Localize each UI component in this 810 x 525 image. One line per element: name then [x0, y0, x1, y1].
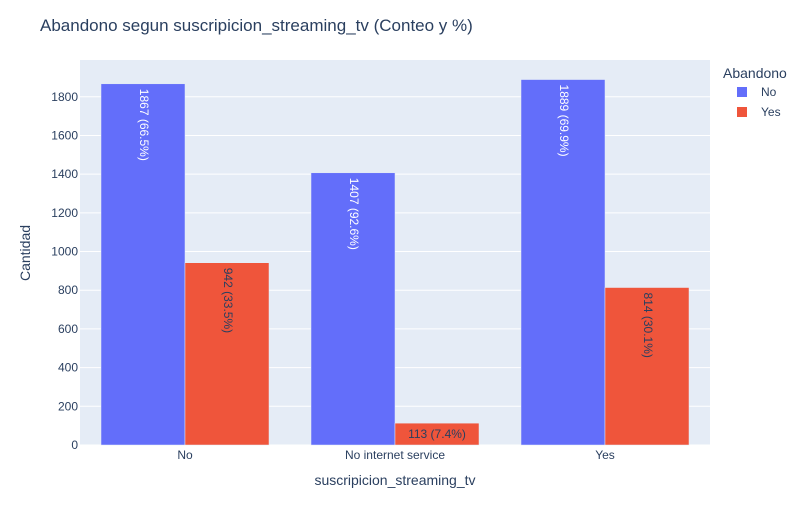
y-tick-label: 1800: [51, 90, 78, 104]
bar-no-3[interactable]: [520, 79, 606, 446]
data-label: 942 (33.5%): [221, 268, 235, 333]
bar-yes-1[interactable]: [184, 262, 270, 446]
y-tick-label: 1000: [51, 245, 78, 259]
y-tick-label: 600: [58, 322, 78, 336]
data-label: 1867 (66.5%): [137, 89, 151, 161]
data-label: 113 (7.4%): [408, 427, 466, 441]
y-tick-label: 0: [71, 438, 78, 452]
data-label: 814 (30.1%): [641, 293, 655, 358]
x-tick-label: No: [177, 448, 193, 462]
x-tick-label: No internet service: [345, 448, 445, 462]
bar-yes-2[interactable]: [394, 422, 480, 446]
legend-title: Abandono: [723, 65, 787, 81]
bar-no-1[interactable]: [100, 83, 186, 446]
y-tick-label: 200: [58, 399, 78, 413]
y-tick-label: 400: [58, 361, 78, 375]
bars: 1867 (66.5%) 942 (33.5%) 1407 (92.6%) 113 (…: [100, 79, 690, 446]
y-axis-ticks: 0 200 400 600 800 1000 1200 1400 1600 1800: [51, 90, 78, 452]
x-tick-label: Yes: [595, 448, 615, 462]
legend-swatch-no[interactable]: [737, 87, 747, 97]
data-label: 1889 (69.9%): [557, 85, 571, 157]
y-tick-label: 800: [58, 283, 78, 297]
legend[interactable]: Abandono No Yes: [723, 65, 787, 119]
x-axis-ticks: No No internet service Yes: [177, 448, 614, 462]
bar-yes-3[interactable]: [604, 287, 690, 446]
legend-label-yes[interactable]: Yes: [761, 105, 781, 119]
y-tick-label: 1400: [51, 167, 78, 181]
y-tick-label: 1200: [51, 206, 78, 220]
legend-swatch-yes[interactable]: [737, 107, 747, 117]
y-axis-label: Cantidad: [17, 225, 33, 281]
bar-no-2[interactable]: [310, 172, 396, 446]
x-axis-label: suscripicion_streaming_tv: [314, 472, 475, 488]
chart-title: Abandono segun suscripicion_streaming_tv…: [40, 16, 473, 35]
legend-label-no[interactable]: No: [761, 85, 777, 99]
y-tick-label: 1600: [51, 128, 78, 142]
data-label: 1407 (92.6%): [347, 178, 361, 250]
